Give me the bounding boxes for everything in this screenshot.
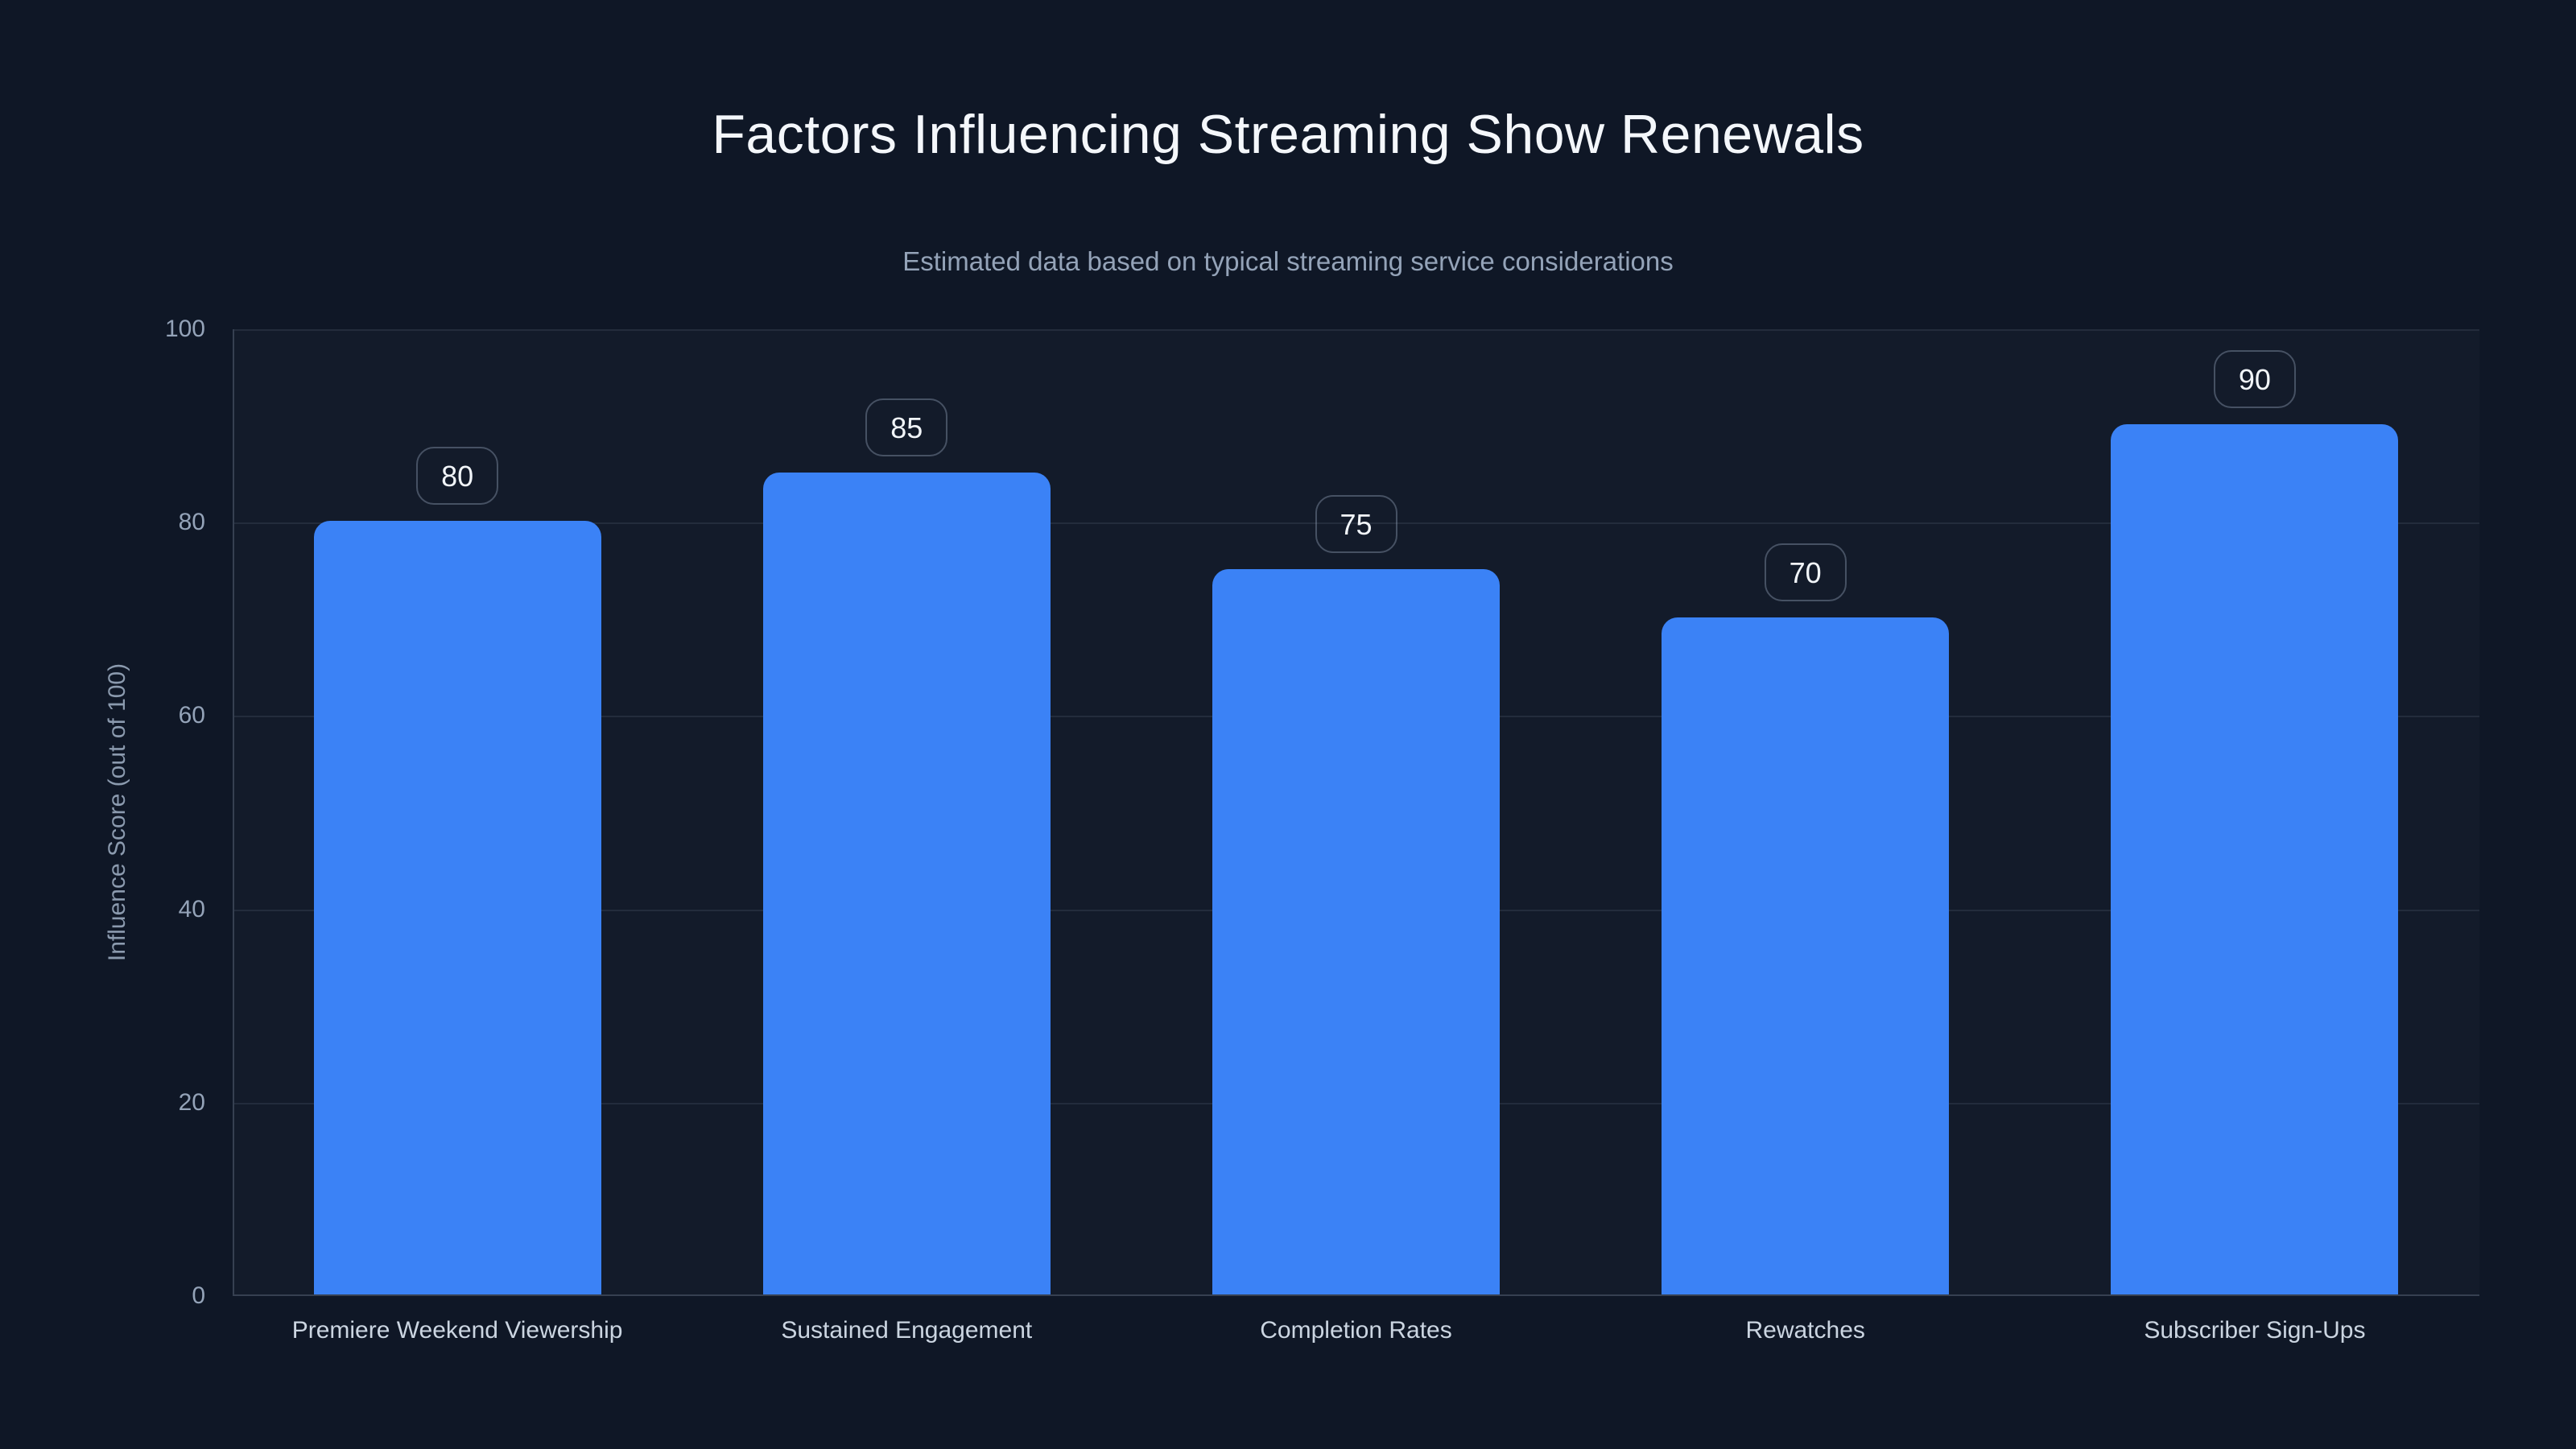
bar-5 — [2111, 424, 2399, 1294]
y-tick-label-100: 100 — [164, 316, 205, 342]
x-category-label-3: Completion Rates — [1260, 1317, 1452, 1344]
value-label-badge-4: 70 — [1764, 543, 1847, 602]
bar-1 — [313, 521, 601, 1294]
value-label-badge-2: 85 — [865, 398, 948, 457]
bar-4 — [1662, 617, 1950, 1294]
chart-subtitle: Estimated data based on typical streamin… — [902, 246, 1674, 276]
x-category-label-5: Subscriber Sign-Ups — [2144, 1317, 2366, 1344]
y-tick-label-20: 20 — [178, 1088, 205, 1116]
chart-title: Factors Influencing Streaming Show Renew… — [712, 104, 1864, 165]
gridline-y-100 — [234, 329, 2479, 331]
gridline-y-80 — [234, 522, 2479, 525]
plot-area — [233, 329, 2479, 1296]
y-tick-label-60: 60 — [178, 702, 205, 729]
value-label-badge-3: 75 — [1315, 495, 1397, 554]
y-tick-label-0: 0 — [192, 1282, 205, 1309]
bar-3 — [1212, 569, 1500, 1294]
y-tick-label-40: 40 — [178, 895, 205, 923]
value-label-badge-1: 80 — [416, 447, 499, 506]
bar-2 — [762, 473, 1051, 1294]
value-label-badge-5: 90 — [2213, 350, 2296, 409]
x-category-label-2: Sustained Engagement — [781, 1317, 1033, 1344]
x-category-label-4: Rewatches — [1745, 1317, 1865, 1344]
y-tick-label-80: 80 — [178, 509, 205, 536]
x-category-label-1: Premiere Weekend Viewership — [291, 1317, 623, 1344]
